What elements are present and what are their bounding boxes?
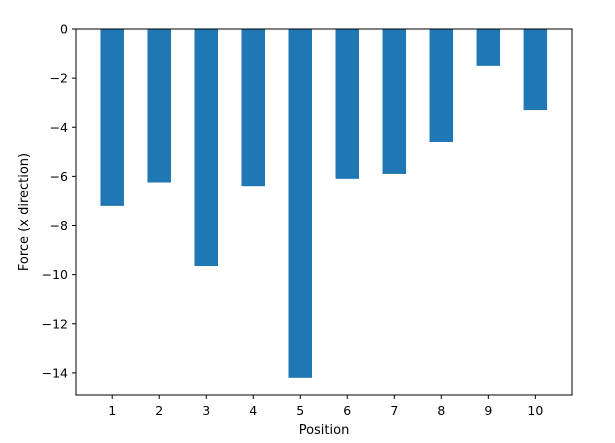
x-tick-label: 1: [108, 403, 116, 418]
x-axis-label: Position: [299, 423, 350, 438]
x-tick-label: 4: [249, 403, 257, 418]
y-tick-label: −2: [50, 71, 68, 86]
x-tick-label: 3: [202, 403, 210, 418]
x-tick-label: 6: [343, 403, 351, 418]
y-tick-label: −12: [42, 316, 68, 331]
plot-frame: [75, 28, 573, 396]
bar-6: [335, 29, 360, 179]
y-tick-label: 0: [60, 22, 68, 37]
x-tick-label: 10: [527, 403, 543, 418]
y-tick-label: −8: [50, 218, 68, 233]
x-tick-label: 8: [437, 403, 445, 418]
bar-3: [194, 29, 218, 267]
y-tick-label: −4: [50, 120, 68, 135]
bar-5: [288, 29, 313, 378]
x-tick-label: 2: [155, 403, 163, 418]
bar-4: [241, 29, 265, 187]
bar-1: [100, 29, 124, 206]
bar-7: [382, 29, 407, 174]
bar-8: [429, 29, 454, 142]
x-tick-label: 5: [296, 403, 304, 418]
y-tick-label: −14: [42, 365, 68, 380]
x-tick-label: 7: [390, 403, 398, 418]
x-tick-label: 9: [484, 403, 492, 418]
bars: [100, 29, 548, 378]
y-axis-ticks: 0 −2 −4 −6 −8 −10 −12 −14: [42, 22, 76, 380]
bar-10: [523, 29, 548, 111]
y-axis-label: Force (x direction): [17, 153, 32, 271]
y-tick-label: −10: [42, 267, 68, 282]
x-axis-ticks: 1 2 3 4 5 6 7 8 9 10: [108, 395, 543, 418]
bar-2: [147, 29, 171, 183]
y-tick-label: −6: [50, 169, 68, 184]
bar-9: [476, 29, 501, 66]
